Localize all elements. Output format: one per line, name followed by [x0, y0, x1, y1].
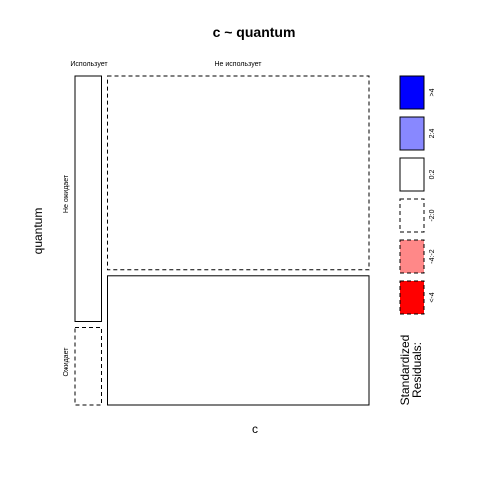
x-tick-label-0: Использует: [70, 61, 108, 68]
legend-title-line1: Standardized: [398, 335, 412, 406]
chart-title: c ~ quantum: [213, 24, 296, 40]
mosaic-cell-0-1: [74, 327, 102, 406]
legend: >4 2:4 0:2 -2:0 -4:-2 <-4: [399, 75, 436, 315]
y-tick-label-0: Не ожидает: [63, 174, 70, 213]
legend-swatch-5: [399, 280, 425, 315]
x-axis-label: c: [252, 422, 258, 436]
mosaic-cells: [74, 75, 370, 406]
legend-swatch-2: [399, 157, 425, 192]
legend-label-4: -4:-2: [429, 249, 436, 264]
legend-swatch-0: [399, 75, 425, 110]
legend-title-line2: Residuals:: [410, 342, 424, 398]
legend-label-0: >4: [429, 88, 436, 96]
y-axis-label: quantum: [31, 208, 45, 255]
legend-label-5: <-4: [429, 292, 436, 302]
legend-swatch-3: [399, 198, 425, 233]
y-tick-label-1: Ожидает: [63, 347, 70, 377]
x-tick-label-1: Не использует: [215, 61, 263, 68]
legend-label-2: 0:2: [429, 170, 436, 180]
legend-swatch-4: [399, 239, 425, 274]
legend-label-1: 2:4: [429, 129, 436, 139]
mosaic-cell-1-0: [107, 75, 370, 271]
mosaic-cell-1-1: [107, 275, 370, 406]
legend-label-3: -2:0: [429, 209, 436, 221]
legend-swatch-1: [399, 116, 425, 151]
mosaic-cell-0-0: [74, 75, 102, 322]
